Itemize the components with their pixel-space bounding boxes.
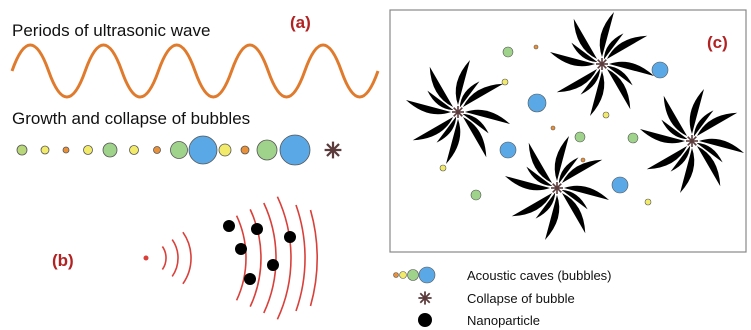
sound-waves	[162, 197, 317, 320]
panel-tag: (a)	[290, 13, 311, 32]
wave-title: Periods of ultrasonic wave	[12, 21, 210, 40]
panel-tag: (b)	[52, 251, 74, 270]
diagram: Periods of ultrasonic wave (a) Growth an…	[0, 0, 751, 330]
legend-label: Acoustic caves (bubbles)	[467, 268, 612, 283]
legend-star	[418, 291, 431, 304]
legend-particle	[418, 313, 432, 327]
source	[144, 256, 149, 261]
legend-label: Collapse of bubble	[467, 291, 575, 306]
panel-tag: (c)	[707, 33, 728, 52]
legend-bubbles	[394, 267, 436, 283]
bubbles-title: Growth and collapse of bubbles	[12, 109, 250, 128]
bubble-row	[17, 135, 310, 165]
collapse-star	[325, 142, 342, 159]
legend-label: Nanoparticle	[467, 313, 540, 328]
ultrasonic-wave	[12, 45, 378, 97]
